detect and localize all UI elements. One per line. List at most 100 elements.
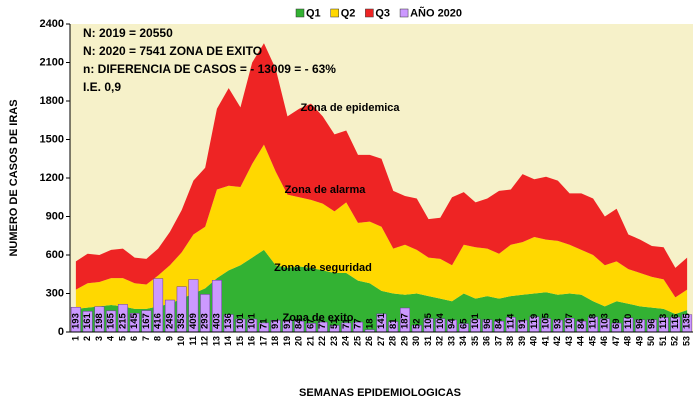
data-label: 94 (447, 318, 458, 329)
x-axis-label: SEMANAS EPIDEMIOLOGICAS (299, 387, 461, 399)
x-tick-label: 51 (658, 336, 668, 346)
data-label: 96 (646, 318, 657, 329)
data-label: 84 (294, 318, 305, 329)
zone-label: Zona de seguridad (274, 262, 372, 274)
x-tick-label: 45 (587, 336, 597, 346)
y-tick-label: 0 (58, 326, 64, 338)
zone-label: Zona de epidemica (300, 102, 400, 114)
data-label: 96 (635, 318, 646, 329)
legend-swatch (399, 8, 409, 18)
area (75, 249, 688, 332)
x-tick-label: 47 (611, 336, 621, 346)
data-label: 81 (388, 318, 399, 329)
x-tick-label: 53 (681, 336, 691, 346)
x-tick-label: 16 (247, 336, 257, 346)
x-tick-label: 26 (364, 336, 374, 346)
data-label: 141 (376, 312, 387, 329)
y-tick-label: 900 (46, 210, 64, 222)
data-label: 110 (623, 314, 634, 329)
data-label: 118 (588, 314, 599, 329)
x-tick-label: 32 (435, 336, 445, 346)
x-tick-label: 28 (388, 336, 398, 346)
x-tick-label: 8 (153, 336, 163, 341)
legend-swatch (365, 8, 374, 18)
x-tick-label: 35 (470, 336, 480, 346)
y-tick-label: 600 (46, 249, 64, 261)
data-label: 52 (411, 318, 422, 329)
data-label: 67 (305, 318, 316, 329)
x-tick-label: 46 (599, 336, 609, 346)
data-label: 187 (400, 313, 411, 329)
data-label: 403 (211, 313, 222, 329)
data-label: 249 (164, 313, 175, 329)
x-tick-label: 3 (94, 336, 104, 341)
data-label: 119 (529, 314, 540, 329)
legend-label: AÑO 2020 (410, 6, 462, 19)
x-tick-label: 44 (576, 336, 586, 346)
data-label: 105 (541, 312, 552, 329)
x-tick-label: 4 (106, 336, 116, 341)
x-tick-label: 10 (176, 336, 186, 346)
x-tick-label: 43 (564, 336, 574, 346)
legend-label: Q3 (375, 7, 390, 19)
legend-label: Q2 (341, 7, 356, 19)
x-tick-label: 21 (305, 336, 315, 346)
data-label: 198 (94, 313, 105, 329)
x-tick-label: 30 (411, 336, 421, 346)
data-label: 84 (576, 318, 587, 329)
data-label: 91 (270, 318, 281, 329)
data-label: 77 (353, 318, 364, 329)
annotation: N: 2019 = 20550 (83, 26, 173, 40)
data-label: 114 (505, 313, 516, 329)
data-label: 65 (458, 318, 469, 329)
x-tick-label: 2 (82, 336, 92, 341)
data-label: 167 (141, 313, 152, 329)
x-tick-label: 24 (341, 336, 351, 346)
data-label: 103 (599, 313, 610, 329)
x-tick-label: 37 (493, 336, 503, 346)
annotation: N: 2020 = 7541 ZONA DE EXITO (83, 44, 262, 58)
data-label: 105 (423, 312, 434, 329)
data-label: 91 (517, 318, 528, 329)
data-label: 77 (317, 318, 328, 329)
x-tick-label: 5 (117, 336, 127, 341)
data-label: 136 (223, 313, 234, 329)
legend-swatch (295, 8, 305, 18)
x-tick-label: 20 (294, 336, 304, 346)
x-tick-label: 50 (646, 336, 656, 346)
data-label: 135 (682, 312, 693, 329)
data-label: 161 (82, 312, 93, 329)
x-tick-label: 9 (164, 336, 174, 341)
x-tick-label: 23 (329, 336, 339, 346)
annotation: n: DIFERENCIA DE CASOS = - 13009 = - 63% (83, 62, 336, 76)
x-tick-label: 33 (446, 336, 456, 346)
data-label: 215 (117, 312, 128, 329)
y-tick-label: 2100 (40, 56, 64, 68)
data-label: 104 (435, 312, 446, 329)
x-tick-label: 29 (399, 336, 409, 346)
data-label: 18 (364, 318, 375, 329)
data-label: 165 (106, 312, 117, 329)
x-tick-label: 48 (623, 336, 633, 346)
area (75, 144, 688, 315)
data-label: 409 (188, 313, 199, 329)
y-tick-label: 1500 (40, 133, 64, 145)
data-label: 69 (611, 318, 622, 329)
data-label: 107 (564, 313, 575, 329)
data-label: 293 (200, 313, 211, 329)
y-tick-label: 1800 (40, 95, 64, 107)
data-label: 353 (176, 313, 187, 329)
legend-label: Q1 (306, 7, 321, 19)
area (75, 43, 688, 298)
x-tick-label: 41 (540, 336, 550, 346)
x-tick-label: 18 (270, 336, 280, 346)
x-tick-label: 49 (634, 336, 644, 346)
data-label: 51 (329, 318, 340, 329)
x-tick-label: 14 (223, 336, 233, 346)
data-label: 145 (129, 312, 140, 329)
x-tick-label: 42 (552, 336, 562, 346)
x-tick-label: 40 (529, 336, 539, 346)
x-tick-label: 39 (517, 336, 527, 346)
legend-swatch (330, 8, 339, 18)
